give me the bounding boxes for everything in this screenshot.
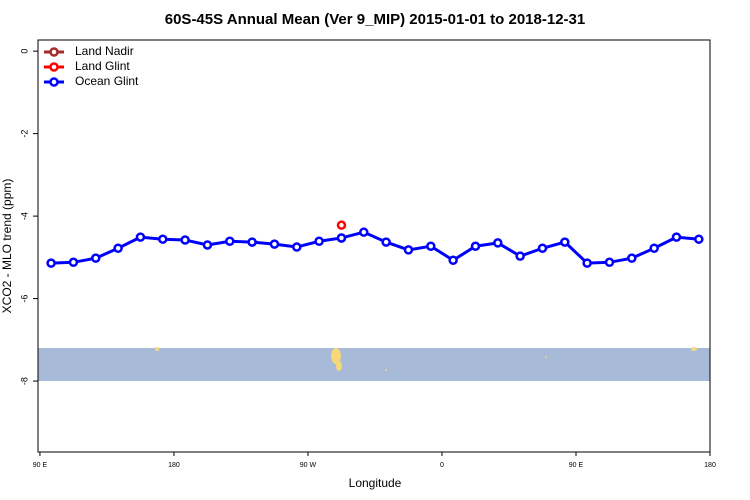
- y-tick-label: -4: [19, 212, 29, 220]
- y-axis-label: XCO2 - MLO trend (ppm): [0, 179, 14, 314]
- legend-label: Land Nadir: [75, 44, 134, 58]
- x-tick-label: 180: [704, 462, 716, 469]
- x-tick-label: 90 W: [300, 462, 317, 469]
- map-land: [336, 361, 342, 371]
- legend-label: Ocean Glint: [75, 74, 139, 88]
- data-point: [202, 240, 213, 250]
- data-point: [381, 237, 391, 247]
- data-point: [68, 257, 79, 268]
- y-tick-label: -6: [19, 295, 29, 303]
- data-point: [448, 255, 458, 265]
- map-strip: [38, 347, 710, 381]
- data-point: [225, 236, 235, 247]
- data-point: [627, 253, 637, 263]
- data-point: [269, 239, 280, 249]
- data-point: [582, 258, 592, 268]
- x-tick-label: 90 E: [33, 462, 48, 469]
- data-point: [604, 257, 615, 268]
- data-point: [336, 220, 347, 230]
- data-point: [180, 235, 190, 245]
- data-point: [515, 251, 525, 261]
- data-point: [135, 232, 146, 242]
- y-tick-label: -8: [19, 377, 29, 385]
- legend-label: Land Glint: [75, 59, 130, 73]
- map-land: [331, 348, 341, 364]
- data-point: [694, 234, 704, 244]
- data-point: [158, 234, 168, 244]
- map-land: [385, 369, 387, 371]
- data-point: [314, 236, 324, 247]
- legend-marker: [49, 62, 59, 72]
- data-point: [292, 242, 302, 252]
- map-land: [155, 347, 159, 351]
- y-tick-label: 0: [19, 49, 29, 54]
- x-axis-label: Longitude: [349, 476, 402, 490]
- data-point: [359, 227, 369, 237]
- data-point: [493, 238, 503, 248]
- map-ocean: [38, 348, 710, 381]
- x-tick-label: 180: [168, 462, 180, 469]
- x-tick-label: 90 E: [569, 462, 584, 469]
- data-point: [113, 243, 123, 254]
- data-point: [671, 232, 682, 242]
- x-tick-label: 0: [440, 462, 444, 469]
- data-point: [537, 243, 548, 254]
- data-point: [470, 241, 481, 251]
- data-point: [247, 237, 257, 247]
- legend-marker: [49, 77, 59, 87]
- data-point: [649, 243, 659, 254]
- map-land: [545, 356, 547, 358]
- plot-frame: [37, 39, 711, 453]
- chart-title: 60S-45S Annual Mean (Ver 9_MIP) 2015-01-…: [165, 11, 585, 28]
- data-point: [426, 241, 436, 251]
- data-point: [46, 258, 56, 268]
- data-point: [403, 245, 414, 255]
- data-point: [560, 237, 570, 247]
- y-tick-label: -2: [19, 130, 29, 138]
- map-land: [691, 347, 697, 351]
- legend-marker: [49, 47, 59, 57]
- data-point: [91, 253, 101, 263]
- data-point: [336, 233, 347, 243]
